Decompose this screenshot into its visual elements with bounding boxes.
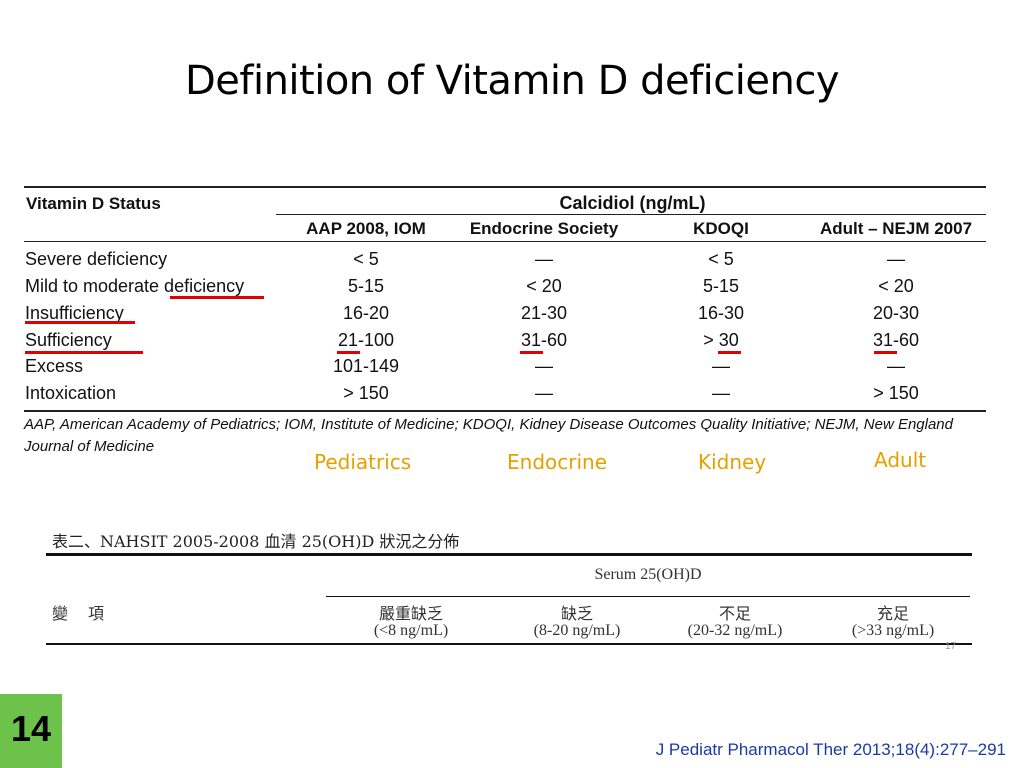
cell: — — [535, 383, 553, 403]
cell: 5-15 — [347, 276, 385, 296]
status-header: Vitamin D Status — [26, 194, 161, 213]
table2-row-header: 變 項 — [52, 606, 107, 623]
highlight-underline — [337, 351, 360, 354]
table2-bottom-rule — [46, 643, 972, 645]
cell: — — [712, 356, 730, 376]
row-label-insufficiency: Insufficiency — [25, 303, 124, 323]
cell: > 30 — [703, 330, 739, 350]
cell: < 5 — [708, 249, 734, 269]
cell: — — [535, 356, 553, 376]
cell: > 150 — [873, 383, 919, 403]
table2-caption: 表二、NAHSIT 2005-2008 血清 25(OH)D 狀況之分佈 — [52, 532, 460, 551]
table2-col-name: 充足 — [876, 606, 909, 623]
cell: < 5 — [353, 249, 379, 269]
col-header-adult: Adult – NEJM 2007 — [819, 219, 973, 238]
table2-group-rule — [326, 596, 970, 597]
cell: 31-60 — [520, 330, 568, 350]
table-footnote: AAP, American Academy of Pediatrics; IOM… — [24, 416, 953, 455]
row-label-severe: Severe deficiency — [25, 249, 168, 269]
table2-col-name: 缺乏 — [560, 606, 593, 623]
highlight-underline — [874, 351, 897, 354]
table2-col-range: (<8 ng/mL) — [373, 622, 449, 639]
highlight-underline — [520, 351, 543, 354]
cell: 16-20 — [342, 303, 390, 323]
cell: — — [712, 383, 730, 403]
cell: 31-60 — [872, 330, 920, 350]
highlight-underline — [718, 351, 741, 354]
cell: 21-100 — [337, 330, 395, 350]
row-label-intoxication: Intoxication — [25, 383, 117, 403]
col-header-endocrine: Endocrine Society — [469, 219, 619, 238]
slide-number: 14 — [10, 708, 52, 749]
cell: 21-30 — [520, 303, 568, 323]
calcidiol-header: Calcidiol (ng/mL) — [559, 193, 706, 213]
col-header-kdoqi: KDOQI — [693, 219, 749, 238]
cell: < 20 — [526, 276, 562, 296]
group-rule — [276, 214, 986, 215]
slide-number-box: 14 — [0, 694, 62, 768]
header-rule — [24, 241, 986, 242]
cell: 20-30 — [872, 303, 920, 323]
table2-col-name: 嚴重缺乏 — [378, 606, 443, 623]
cell: < 20 — [878, 276, 914, 296]
cell: 5-15 — [702, 276, 740, 296]
page-mark: 17 — [945, 641, 957, 652]
cell: — — [887, 249, 905, 269]
tag-kidney: Kidney — [698, 450, 767, 474]
tag-adult: Adult — [874, 448, 927, 472]
table2-col-range: (20-32 ng/mL) — [687, 622, 783, 639]
tag-pediatrics: Pediatrics — [314, 450, 412, 474]
table2-group-header: Serum 25(OH)D — [594, 566, 702, 583]
table-top-rule — [24, 186, 986, 188]
row-label-mild: Mild to moderate deficiency — [25, 276, 245, 296]
highlight-underline — [25, 321, 135, 324]
row-label-excess: Excess — [25, 356, 84, 376]
cell: 16-30 — [697, 303, 745, 323]
table-bottom-rule — [24, 410, 986, 412]
cell: — — [887, 356, 905, 376]
tag-endocrine: Endocrine — [507, 450, 607, 474]
table2-col-range: (8-20 ng/mL) — [533, 622, 621, 639]
row-label-sufficiency: Sufficiency — [25, 330, 112, 350]
table2-top-rule — [46, 553, 972, 556]
table2-col-range: (>33 ng/mL) — [851, 622, 935, 639]
highlight-underline — [170, 296, 264, 299]
cell: > 150 — [343, 383, 389, 403]
highlight-underline — [25, 351, 143, 354]
slide-title: Definition of Vitamin D deficiency — [184, 58, 840, 104]
citation: J Pediatr Pharmacol Ther 2013;18(4):277–… — [655, 740, 1006, 759]
cell: 101-149 — [332, 356, 400, 376]
col-header-aap: AAP 2008, IOM — [306, 219, 426, 238]
table2-col-name: 不足 — [718, 606, 751, 623]
cell: — — [535, 249, 553, 269]
